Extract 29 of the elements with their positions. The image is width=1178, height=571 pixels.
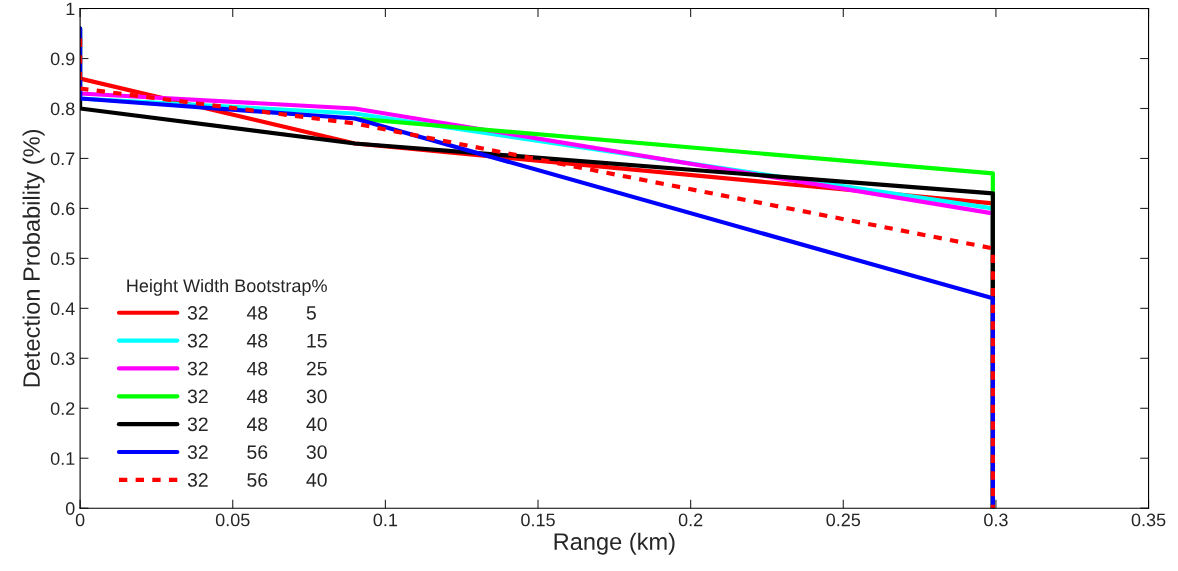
legend-label: 32 48 5: [187, 305, 316, 320]
y-tick-label: 0.1: [50, 452, 75, 465]
x-tick-label: 0.05: [215, 513, 250, 527]
x-tick-label: 0: [75, 513, 85, 527]
y-tick-label: 0.2: [50, 402, 75, 415]
y-tick-label: 0.9: [50, 52, 75, 66]
legend-label: 32 48 25: [187, 361, 327, 376]
x-axis-title: Range (km): [554, 532, 675, 555]
x-tick-label: 0.35: [1131, 513, 1166, 527]
y-tick-label: 0.8: [50, 102, 75, 116]
legend-title: Height Width Bootstrap%: [127, 278, 327, 296]
y-tick-label: 1: [66, 2, 75, 16]
legend-label: 32 56 30: [187, 445, 327, 459]
y-tick-label: 0.3: [50, 352, 75, 366]
y-tick-label: 0.4: [50, 302, 75, 316]
legend-label: 32 48 40: [187, 417, 327, 432]
x-tick-label: 0.3: [984, 513, 1008, 527]
x-tick-label: 0.1: [373, 513, 398, 527]
y-tick-label: 0.6: [50, 202, 75, 216]
legend-label: 32 48 15: [187, 333, 327, 348]
legend-label: 32 56 40: [187, 473, 327, 487]
x-tick-label: 0.15: [521, 513, 555, 527]
x-tick-label: 0.25: [826, 513, 861, 527]
legend-label: 32 48 30: [187, 389, 327, 404]
y-tick-label: 0.7: [50, 152, 75, 166]
y-tick-label: 0: [65, 502, 75, 515]
y-axis-title: Detection Probability (%): [22, 129, 45, 387]
x-tick-label: 0.2: [678, 513, 703, 527]
y-tick-label: 0.5: [50, 252, 75, 266]
